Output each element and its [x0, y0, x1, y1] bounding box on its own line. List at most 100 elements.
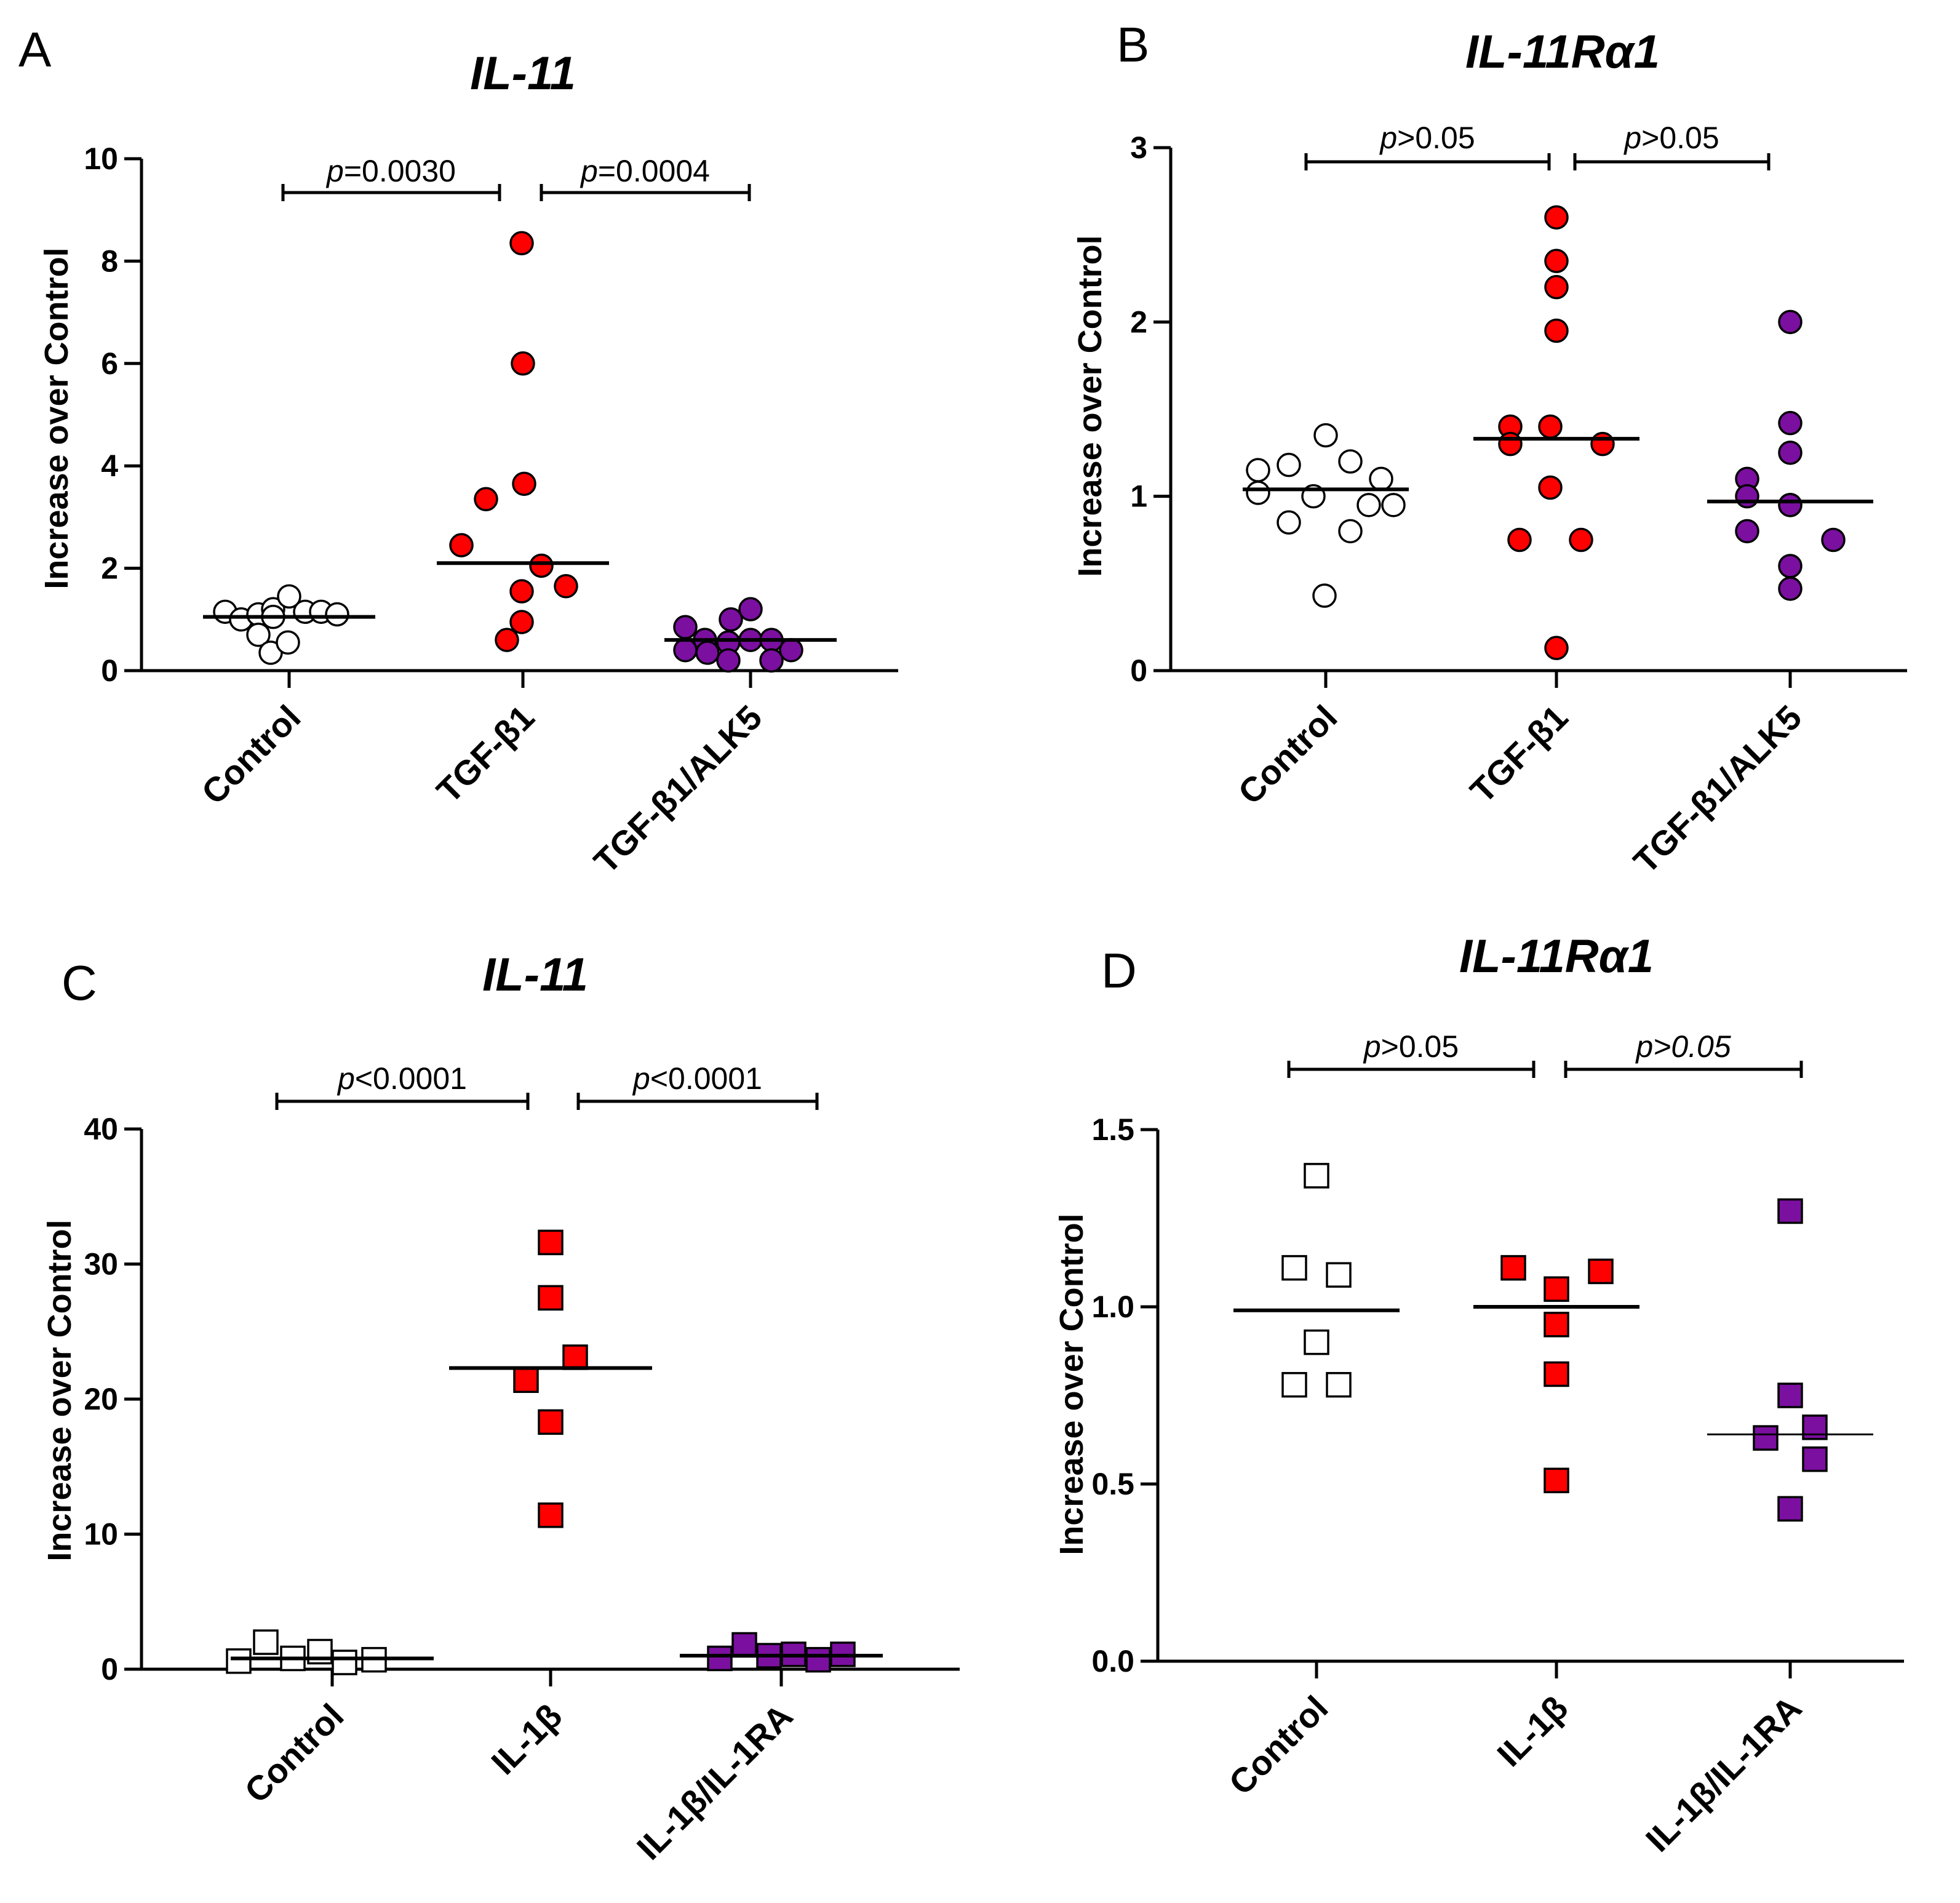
x-tick-label: IL-1β — [1489, 1688, 1575, 1774]
data-point — [1544, 318, 1569, 343]
data-point — [1304, 1163, 1329, 1189]
data-point — [529, 553, 554, 578]
x-tick-label: Control — [194, 698, 308, 812]
data-point — [1500, 1255, 1526, 1281]
data-point — [512, 471, 536, 497]
data-point — [707, 1645, 733, 1672]
y-tick-label: 0.0 — [1091, 1644, 1134, 1678]
data-point — [1777, 1198, 1803, 1224]
data-point — [738, 597, 763, 621]
data-point — [1544, 1361, 1569, 1387]
panel-letter: A — [18, 22, 52, 77]
data-point — [1588, 1258, 1614, 1285]
data-point — [1735, 484, 1759, 509]
data-point — [1590, 431, 1615, 457]
data-point — [1338, 519, 1363, 544]
y-tick-label: 2 — [1130, 305, 1147, 339]
data-point — [1544, 1467, 1569, 1493]
y-axis-label: Increase over Control — [1053, 1213, 1090, 1555]
data-point — [1369, 466, 1393, 492]
x-tick-label: IL-1β/IL-1RA — [1638, 1688, 1809, 1859]
data-point — [1281, 1371, 1307, 1398]
data-point — [1507, 527, 1532, 553]
chart-title: IL-11Rα1 — [1465, 26, 1660, 78]
y-tick-label: 2 — [101, 551, 118, 586]
y-tick-label: 40 — [84, 1112, 118, 1146]
y-tick-label: 10 — [84, 142, 118, 176]
data-point — [1544, 249, 1569, 273]
data-point — [1381, 493, 1406, 517]
data-point — [1544, 636, 1569, 660]
data-point — [511, 351, 535, 376]
chart-title: IL-11 — [482, 949, 588, 1001]
data-point — [1753, 1425, 1779, 1451]
p-value-label: p>0.05 — [1379, 121, 1475, 155]
data-point — [277, 584, 301, 609]
data-point — [1735, 519, 1759, 544]
data-point — [509, 610, 534, 634]
data-point — [1538, 414, 1563, 439]
y-axis-label: Increase over Control — [1072, 235, 1109, 576]
y-tick-label: 0.5 — [1091, 1467, 1134, 1501]
y-tick-label: 0 — [1130, 653, 1147, 688]
significance-bracket — [1564, 1061, 1803, 1078]
data-point — [1326, 1371, 1352, 1398]
significance-bracket — [281, 184, 501, 201]
data-point — [1277, 452, 1301, 477]
significance-bracket — [275, 1093, 530, 1110]
data-point — [495, 628, 519, 652]
data-point — [253, 1629, 279, 1655]
data-point — [1778, 576, 1803, 601]
p-value-label: p=0.0030 — [325, 154, 456, 188]
x-tick-label: TGF-β1/ALK5 — [1626, 698, 1809, 881]
y-axis-label: Increase over Control — [41, 1219, 78, 1561]
y-tick-label: 1.5 — [1091, 1112, 1134, 1147]
data-point — [246, 623, 271, 647]
y-axis-label: Increase over Control — [38, 247, 75, 589]
data-point — [538, 1229, 564, 1256]
significance-bracket — [576, 1093, 819, 1110]
y-tick-label: 0 — [101, 653, 118, 688]
p-value-label: p<0.0001 — [632, 1061, 762, 1096]
data-point — [1326, 1262, 1352, 1288]
data-point — [325, 602, 349, 627]
y-tick-label: 20 — [84, 1382, 118, 1416]
panel-d: D IL-11Rα1 0.0 0.5 1.0 1.5 Increase over Contr… — [1053, 930, 1904, 1859]
p-value-label: p>0.05 — [1635, 1029, 1731, 1064]
data-point — [1312, 583, 1337, 608]
panel-letter: D — [1101, 943, 1137, 998]
x-tick-label: Control — [1230, 698, 1344, 812]
p-value-label: p>0.05 — [1623, 121, 1719, 155]
data-point — [1246, 458, 1270, 482]
data-point — [1544, 274, 1569, 300]
data-point — [1277, 510, 1301, 535]
data-point — [1777, 1382, 1803, 1408]
data-point — [805, 1646, 831, 1673]
p-value-label: p=0.0004 — [580, 154, 710, 188]
data-point — [1338, 449, 1363, 474]
significance-bracket — [540, 184, 751, 201]
data-point — [673, 615, 698, 640]
data-point — [513, 1367, 539, 1394]
significance-bracket — [1287, 1061, 1536, 1078]
data-point — [554, 573, 578, 599]
panel-b: B IL-11Rα1 0 1 2 3 Increase over Control Contro… — [1072, 17, 1907, 880]
panel-letter: C — [62, 955, 97, 1010]
y-tick-label: 1.0 — [1091, 1290, 1134, 1324]
data-point — [509, 579, 534, 604]
data-point — [731, 1632, 757, 1658]
panel-a: A IL-11 0 2 4 6 8 10 Increase over Control Contro… — [18, 22, 898, 880]
data-point — [1304, 1329, 1329, 1355]
significance-bracket — [1304, 153, 1551, 170]
data-point — [673, 637, 698, 663]
data-point — [1778, 493, 1803, 517]
chart-title: IL-11 — [470, 47, 576, 100]
data-point — [1821, 527, 1846, 553]
y-tick-label: 4 — [101, 449, 118, 483]
data-point — [1313, 423, 1338, 448]
y-tick-label: 10 — [84, 1517, 118, 1552]
data-point — [474, 487, 498, 512]
x-tick-label: TGF-β1/ALK5 — [586, 698, 770, 881]
data-point — [276, 630, 300, 655]
